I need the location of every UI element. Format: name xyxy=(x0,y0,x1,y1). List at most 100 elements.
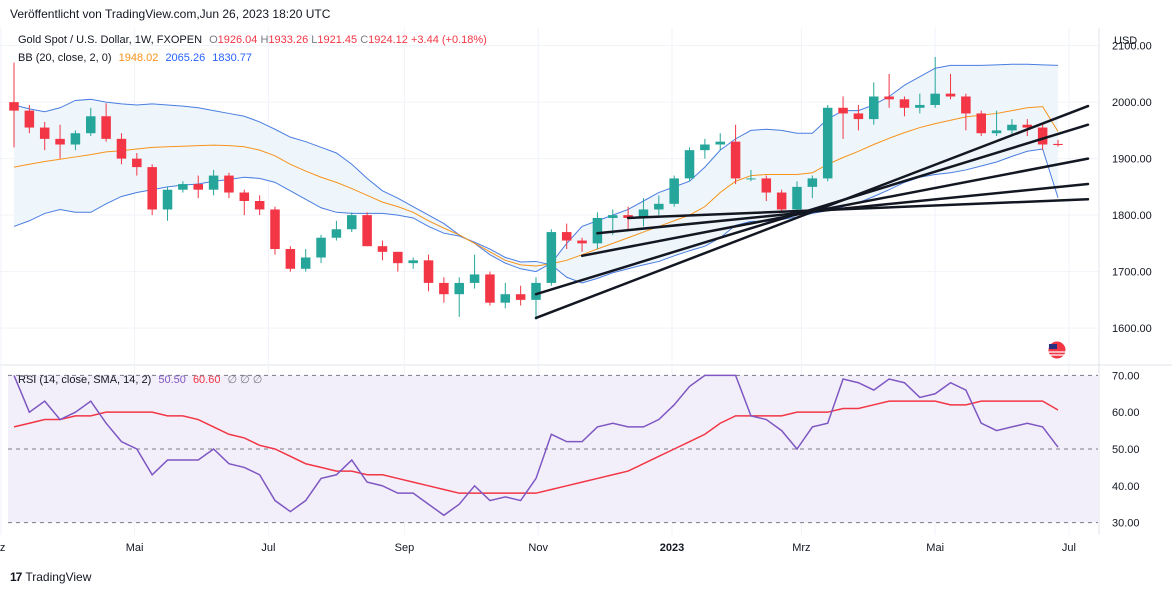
candle-body xyxy=(746,178,756,180)
candle-body xyxy=(70,133,81,145)
flag-circle xyxy=(1047,340,1067,360)
price-tick-label: 1900.00 xyxy=(1112,154,1152,166)
candle-body xyxy=(776,192,787,210)
rsi-legend: RSI (14, close, SMA, 14, 2) 50.50 60.60 … xyxy=(18,373,266,386)
candle-body xyxy=(1007,124,1017,131)
candle-body xyxy=(423,260,434,283)
currency-label: USD xyxy=(1114,35,1137,47)
price-tick-label: 1800.00 xyxy=(1112,210,1152,222)
time-tick-label: Jul xyxy=(1062,542,1076,554)
us-flag-icon xyxy=(1047,340,1067,360)
bb-upper-line xyxy=(13,63,1059,273)
price-tick-label: 2100.00 xyxy=(1112,41,1152,53)
candle-body xyxy=(700,144,710,151)
candle-body xyxy=(915,104,925,108)
candle-body xyxy=(730,141,741,179)
rsi-line xyxy=(13,374,1059,517)
candle-body xyxy=(270,209,280,250)
candle-body xyxy=(669,178,679,204)
bb-basis-line xyxy=(13,106,1059,267)
bb-basis-value: 1948.02 xyxy=(118,52,159,64)
candle-body xyxy=(285,249,296,269)
candle-body xyxy=(761,178,772,193)
bb-legend: BB (20, close, 2, 0) 1948.02 2065.26 183… xyxy=(18,52,256,64)
candle-body xyxy=(976,113,986,134)
candle-body xyxy=(853,113,864,120)
candle-body xyxy=(638,209,649,218)
rsi-sma-value: 60.60 xyxy=(192,374,221,386)
time-tick-label: Jul xyxy=(261,542,275,554)
candle-body xyxy=(208,175,219,190)
ohlc-values: O1926.04 H1933.26 L1921.45 C1924.12 +3.4… xyxy=(209,34,487,46)
candle-body xyxy=(884,96,894,100)
candle-body xyxy=(377,246,388,252)
candle-body xyxy=(961,96,971,114)
candle-body xyxy=(1022,124,1033,128)
footer-brand[interactable]: TradingView xyxy=(25,570,92,584)
candle-body xyxy=(316,237,326,258)
trend-line xyxy=(580,157,1090,258)
bb-lower-value: 1830.77 xyxy=(212,52,253,64)
tradingview-logo-icon: 17 xyxy=(10,570,22,584)
candle-body xyxy=(408,260,418,264)
candle-body xyxy=(439,282,449,295)
rsi-extra-values: ∅ ∅ ∅ xyxy=(227,374,263,386)
candle-body xyxy=(531,282,541,300)
candle-body xyxy=(577,240,587,244)
time-tick-label: Sep xyxy=(395,542,415,554)
candle-body xyxy=(393,251,403,264)
candle-body xyxy=(178,184,188,190)
rsi-label[interactable]: RSI (14, close, SMA, 14, 2) xyxy=(18,374,152,386)
candle-body xyxy=(254,201,265,210)
bb-upper-value: 2065.26 xyxy=(165,52,206,64)
trend-line xyxy=(626,198,1090,220)
candle-body xyxy=(86,116,96,134)
published-header: Veröffentlicht von TradingView.com,Jun 2… xyxy=(10,7,331,21)
candle-body xyxy=(654,203,664,210)
candle-body xyxy=(331,229,342,238)
price-tick-label: 2000.00 xyxy=(1112,97,1152,109)
price-tick-label: 1700.00 xyxy=(1112,267,1152,279)
bb-label[interactable]: BB (20, close, 2, 0) xyxy=(18,52,112,64)
flag-canton xyxy=(1049,344,1057,349)
bb-lower-line xyxy=(13,148,1059,284)
candle-body xyxy=(485,274,495,303)
candle-body xyxy=(899,99,910,108)
candle-body xyxy=(807,178,818,187)
candle-body xyxy=(347,215,357,230)
rsi-sma-line xyxy=(13,400,1059,494)
price-legend: Gold Spot / U.S. Dollar, 1W, FXOPEN O192… xyxy=(18,34,491,46)
candle-body xyxy=(193,184,203,190)
rsi-value: 50.50 xyxy=(158,374,186,386)
candle-body xyxy=(561,232,572,241)
rsi-tick-label: 50.00 xyxy=(1112,444,1140,456)
candle-body xyxy=(239,192,250,201)
candle-body xyxy=(684,150,695,179)
candle-body xyxy=(132,158,142,168)
candle-body xyxy=(608,215,618,218)
candle-body xyxy=(162,189,173,210)
rsi-tick-label: 40.00 xyxy=(1112,481,1140,493)
candle-body xyxy=(39,127,50,139)
candle-body xyxy=(1037,127,1048,145)
candle-body xyxy=(869,96,879,120)
candle-body xyxy=(116,138,127,159)
candle-body xyxy=(1053,143,1063,146)
candle-body xyxy=(500,294,511,303)
candle-body xyxy=(300,257,311,269)
symbol-title[interactable]: Gold Spot / U.S. Dollar, 1W, FXOPEN xyxy=(18,34,203,46)
candle-body xyxy=(454,282,464,295)
candle-body xyxy=(991,130,1002,134)
candle-body xyxy=(822,107,833,179)
candle-body xyxy=(592,217,603,244)
candle-body xyxy=(930,93,940,105)
candle-body xyxy=(515,294,526,300)
bb-fill xyxy=(14,64,1058,283)
time-tick-label: Mai xyxy=(126,542,144,554)
candle-body xyxy=(101,116,111,139)
candle-body xyxy=(24,110,35,128)
time-tick-label: rz xyxy=(0,542,5,554)
candle-body xyxy=(546,232,557,283)
